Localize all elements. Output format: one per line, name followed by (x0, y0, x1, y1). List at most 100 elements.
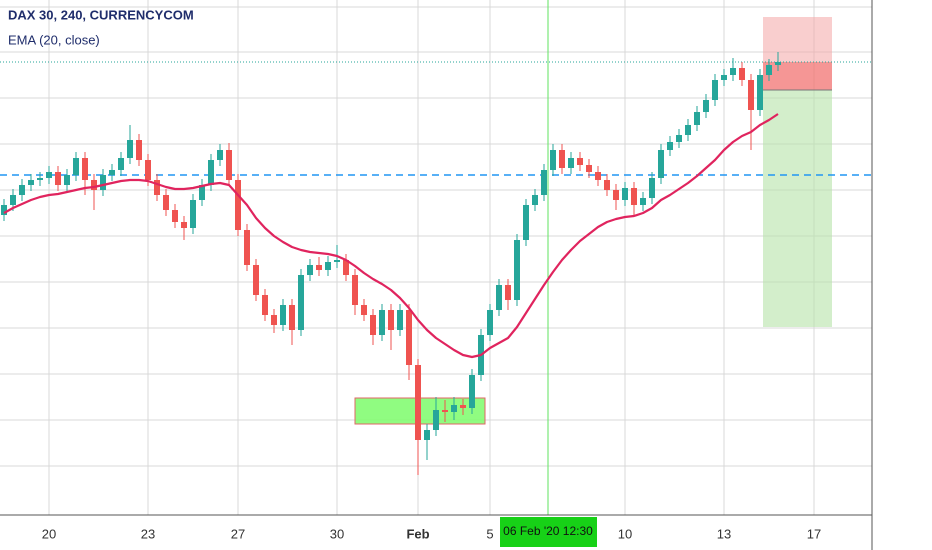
candle-body (217, 150, 223, 160)
candle-body (442, 410, 448, 412)
candle-body (550, 150, 556, 170)
x-tick-label: Feb (406, 526, 429, 541)
candle-body (37, 178, 43, 180)
candle-body (226, 150, 232, 180)
candle-body (307, 265, 313, 275)
crosshair-label-box (500, 517, 597, 547)
candle-body (127, 140, 133, 158)
candle-body (541, 170, 547, 195)
candle-body (586, 165, 592, 172)
candle-body (649, 178, 655, 198)
candle-body (370, 315, 376, 335)
candle-body (334, 260, 340, 262)
candle-body (460, 405, 466, 408)
indicator-label: EMA (20, close) (8, 32, 100, 47)
marks (1, 52, 781, 475)
candle-body (613, 190, 619, 200)
candle-body (631, 188, 637, 205)
candle-body (118, 158, 124, 170)
candle-body (487, 310, 493, 335)
candle-body (361, 305, 367, 315)
candle-body (694, 112, 700, 125)
candle-body (181, 222, 187, 228)
candle-body (496, 285, 502, 310)
candle-body (190, 200, 196, 228)
candle-body (514, 240, 520, 300)
candle-body (325, 262, 331, 270)
candle-body (415, 365, 421, 440)
crosshair-label: 06 Feb '20 12:30 (503, 524, 593, 538)
candle-body (667, 142, 673, 150)
target-zone (763, 90, 832, 327)
candle-body (208, 160, 214, 185)
x-tick-label: 17 (807, 526, 821, 541)
candle-body (739, 68, 745, 80)
candle-body (379, 310, 385, 335)
candle-body (46, 172, 52, 178)
candle-body (523, 205, 529, 240)
candle-body (721, 75, 727, 80)
candle-body (316, 265, 322, 270)
candle-body (658, 150, 664, 178)
candle-body (766, 65, 772, 75)
candle-body (676, 135, 682, 142)
x-tick-label: 5 (486, 526, 493, 541)
x-tick-label: 30 (330, 526, 344, 541)
x-tick-label: 27 (231, 526, 245, 541)
candle-body (343, 260, 349, 275)
x-tick-label: 13 (717, 526, 731, 541)
candle-body (1, 205, 7, 215)
x-tick-label: 20 (42, 526, 56, 541)
candle-body (451, 405, 457, 412)
candle-body (604, 180, 610, 190)
candle-body (28, 180, 34, 185)
candle-body (505, 285, 511, 300)
candle-body (91, 180, 97, 190)
stop-zone (763, 17, 832, 90)
candle-body (163, 195, 169, 210)
x-labels: 20 23 27 30 Feb 5 10 13 17 (42, 526, 821, 541)
candle-body (199, 185, 205, 200)
candle-body (253, 265, 259, 295)
candle-body (685, 125, 691, 135)
candle-body (235, 180, 241, 230)
candle-body (703, 100, 709, 112)
ema-line (3, 113, 779, 359)
candle-body (280, 305, 286, 325)
candle-body (595, 172, 601, 180)
chart-title: DAX 30, 240, CURRENCYCOM (8, 7, 194, 22)
candle-body (244, 230, 250, 265)
candle-body (469, 375, 475, 408)
candle-body (712, 80, 718, 100)
candle-body (154, 180, 160, 195)
candle-body (388, 310, 394, 330)
candle-body (100, 175, 106, 190)
candle-body (289, 305, 295, 330)
stop-zone-active (763, 62, 832, 90)
candle-body (559, 150, 565, 168)
candle-body (406, 310, 412, 365)
candle-body (748, 80, 754, 110)
candle-body (730, 68, 736, 75)
candle-body (262, 295, 268, 315)
candle-body (82, 158, 88, 180)
candle-body (55, 172, 61, 185)
candle-body (298, 275, 304, 330)
candle-body (775, 62, 781, 65)
candle-body (172, 210, 178, 222)
candle-body (757, 75, 763, 110)
candle-body (568, 158, 574, 168)
candle-body (136, 140, 142, 160)
candle-body (73, 158, 79, 175)
candle-body (640, 198, 646, 205)
candle-body (397, 310, 403, 330)
x-tick-label: 23 (141, 526, 155, 541)
candle-body (145, 160, 151, 180)
candle-body (532, 195, 538, 205)
candle-body (19, 185, 25, 195)
candle-body (424, 430, 430, 440)
x-tick-label: 10 (618, 526, 632, 541)
candle-body (352, 275, 358, 305)
candle-body (622, 188, 628, 200)
